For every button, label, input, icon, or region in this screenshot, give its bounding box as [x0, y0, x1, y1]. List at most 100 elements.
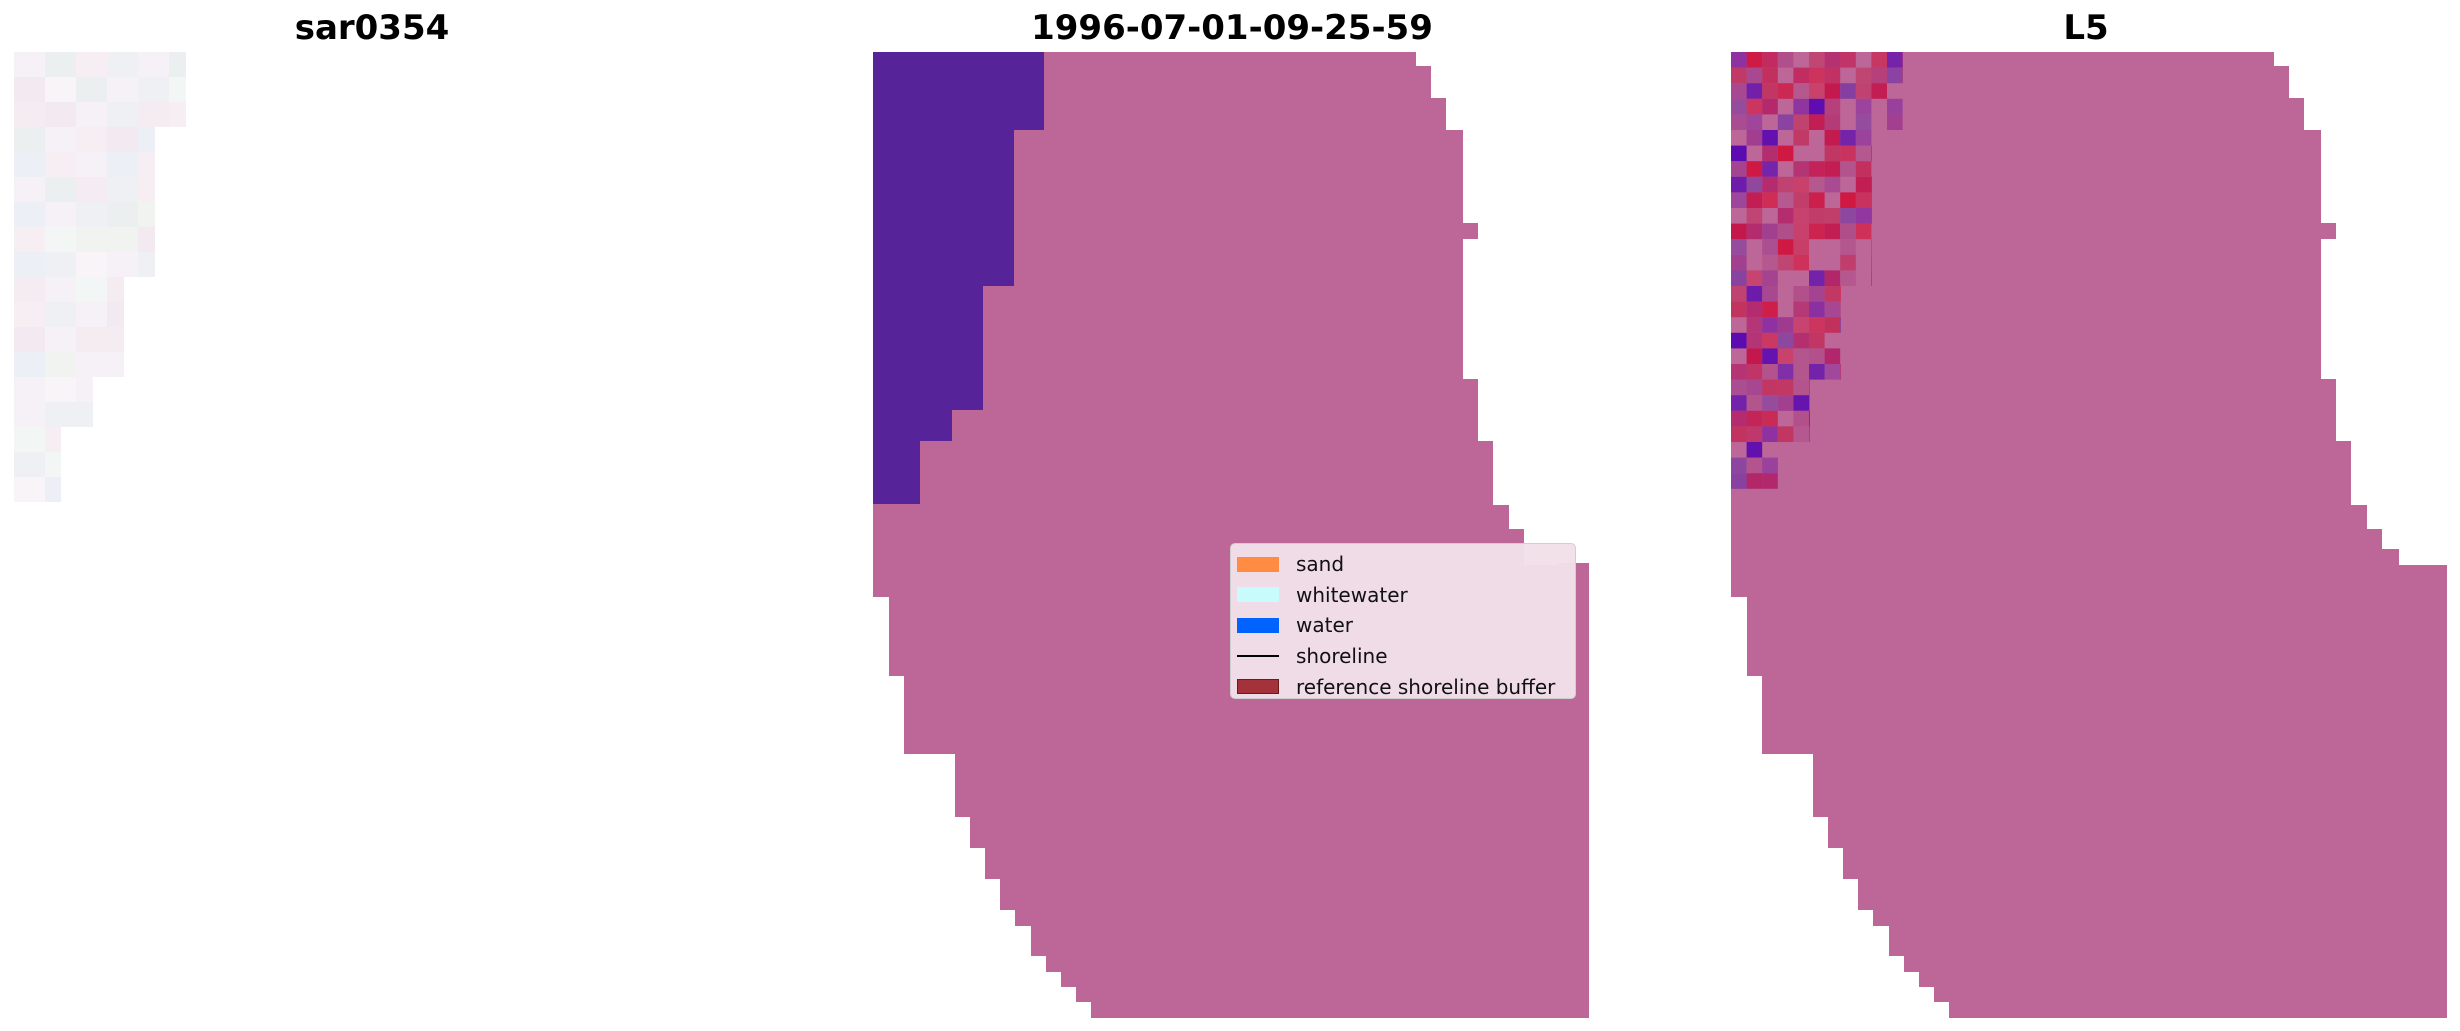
image-pixel [1871, 176, 1872, 193]
image-pixel [1746, 208, 1763, 224]
image-pixel [107, 52, 138, 77]
image-pixel [1840, 270, 1856, 286]
legend-label-whitewater: whitewater [1296, 582, 1408, 607]
image-pixel [1855, 114, 1872, 130]
image-pixel [1731, 67, 1747, 84]
image-pixel [1840, 239, 1856, 255]
image-pixel [45, 302, 76, 327]
image-pixel [1746, 161, 1763, 177]
image-pixel [1793, 395, 1809, 411]
image-pixel [1809, 83, 1825, 99]
image-pixel [1731, 161, 1747, 177]
image-pixel [14, 202, 45, 227]
image-pixel [1731, 83, 1747, 99]
image-pixel [107, 302, 124, 327]
image-pixel [1731, 239, 1747, 255]
image-pixel [1809, 395, 1810, 411]
image-pixel [1887, 52, 1903, 68]
image-pixel [1762, 67, 1778, 84]
image-pixel [1809, 98, 1825, 115]
image-pixel [1777, 395, 1794, 411]
legend-label-sand: sand [1296, 552, 1345, 577]
image-pixel [1746, 457, 1763, 474]
image-pixel [1746, 176, 1763, 193]
image-pixel [1809, 67, 1825, 84]
image-pixel [1871, 239, 1872, 255]
image-pixel [1809, 223, 1825, 240]
image-pixel [1855, 176, 1872, 193]
image-pixel [1777, 317, 1794, 333]
image-pixel [138, 77, 169, 102]
image-pixel [1809, 52, 1825, 68]
image-pixel [76, 177, 107, 202]
classified-image-panel [873, 52, 1589, 1018]
image-pixel [1824, 317, 1841, 333]
image-pixel [45, 102, 76, 127]
image-pixel [1855, 98, 1872, 115]
image-pixel [107, 77, 138, 102]
image-pixel [1746, 286, 1763, 302]
image-pixel [1840, 145, 1856, 162]
image-pixel [1746, 223, 1763, 240]
image-pixel [1840, 83, 1856, 99]
image-pixel [138, 127, 155, 152]
image-pixel [45, 252, 76, 277]
image-pixel [1762, 457, 1778, 474]
image-pixel [1871, 83, 1887, 99]
image-pixel [1840, 52, 1856, 68]
image-pixel [1746, 442, 1763, 458]
image-pixel [14, 52, 45, 77]
image-pixel [1855, 208, 1872, 224]
image-pixel [169, 77, 186, 102]
image-pixel [1809, 208, 1825, 224]
image-pixel [45, 277, 76, 302]
image-pixel [1731, 457, 1747, 474]
image-pixel [1855, 145, 1872, 162]
image-pixel [76, 102, 107, 127]
image-pixel [1871, 67, 1887, 84]
image-pixel [1731, 473, 1747, 489]
image-pixel [1871, 145, 1872, 162]
image-pixel [1840, 301, 1841, 318]
image-pixel [14, 77, 45, 102]
image-pixel [1777, 332, 1794, 349]
image-pixel [1809, 192, 1825, 208]
image-pixel [1777, 208, 1794, 224]
image-pixel [1824, 176, 1841, 193]
image-pixel [1793, 192, 1809, 208]
image-pixel [1887, 98, 1903, 115]
image-pixel [1793, 410, 1809, 427]
image-pixel [1793, 239, 1809, 255]
image-pixel [14, 252, 45, 277]
image-pixel [1731, 254, 1747, 271]
image-pixel [1840, 130, 1856, 146]
image-pixel [1777, 114, 1794, 130]
image-pixel [1731, 52, 1747, 68]
image-pixel [1824, 67, 1841, 84]
image-pixel [1731, 114, 1747, 130]
image-pixel [1746, 473, 1763, 489]
rgb-image-panel [14, 52, 186, 502]
image-pixel [1777, 348, 1794, 364]
image-pixel [14, 377, 45, 402]
image-pixel [45, 377, 76, 402]
image-pixel [76, 377, 93, 402]
l5-image-panel [1731, 52, 2447, 1018]
legend-label-reference-buffer: reference shoreline buffer [1296, 674, 1556, 699]
sand-swatch [1237, 556, 1279, 572]
image-pixel [1762, 395, 1778, 411]
image-pixel [107, 327, 124, 352]
image-pixel [107, 127, 138, 152]
image-pixel [138, 227, 155, 252]
image-pixel [1777, 176, 1794, 193]
image-pixel [1762, 161, 1778, 177]
image-pixel [1746, 67, 1763, 84]
image-pixel [1777, 239, 1794, 255]
image-pixel [1887, 114, 1903, 130]
image-pixel [1855, 161, 1872, 177]
image-pixel [76, 152, 107, 177]
image-pixel [1777, 83, 1794, 99]
image-pixel [1746, 114, 1763, 130]
image-pixel [1824, 223, 1841, 240]
panel-title-date: 1996-07-01-09-25-59 [1031, 8, 1433, 48]
